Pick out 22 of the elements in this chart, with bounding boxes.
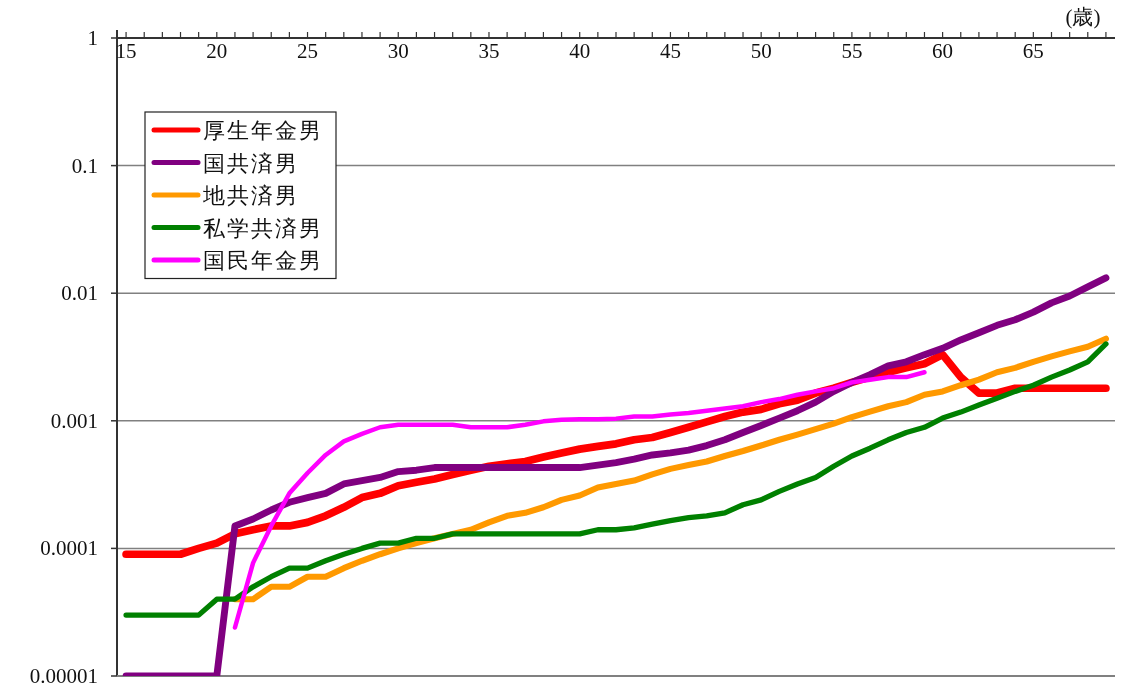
x-axis-title: (歳) [1065,5,1101,29]
y-tick-label: 0.00001 [29,664,98,688]
x-tick-label: 20 [206,39,228,63]
legend-label: 厚生年金男 [203,118,323,143]
x-tick-label: 60 [932,39,954,63]
x-tick-label: 65 [1022,39,1044,63]
x-tick-label: 45 [659,39,681,63]
x-tick-label: 35 [478,39,500,63]
legend-label: 国共済男 [203,150,299,176]
x-tick-label: 55 [841,39,863,63]
legend-label: 国民年金男 [203,248,323,273]
legend-label: 私学共済男 [203,215,323,241]
x-tick-label: 25 [297,39,319,63]
x-tick-label: 40 [569,39,591,63]
y-tick-label: 0.01 [61,281,98,306]
y-tick-label: 0.001 [50,408,98,433]
x-tick-label: 30 [387,39,409,63]
legend-label: 地共済男 [202,183,299,208]
x-tick-label: 50 [750,39,772,63]
y-tick-label: 0.1 [71,153,98,178]
y-tick-label: 1 [87,26,98,50]
y-tick-label: 0.0001 [40,536,98,561]
